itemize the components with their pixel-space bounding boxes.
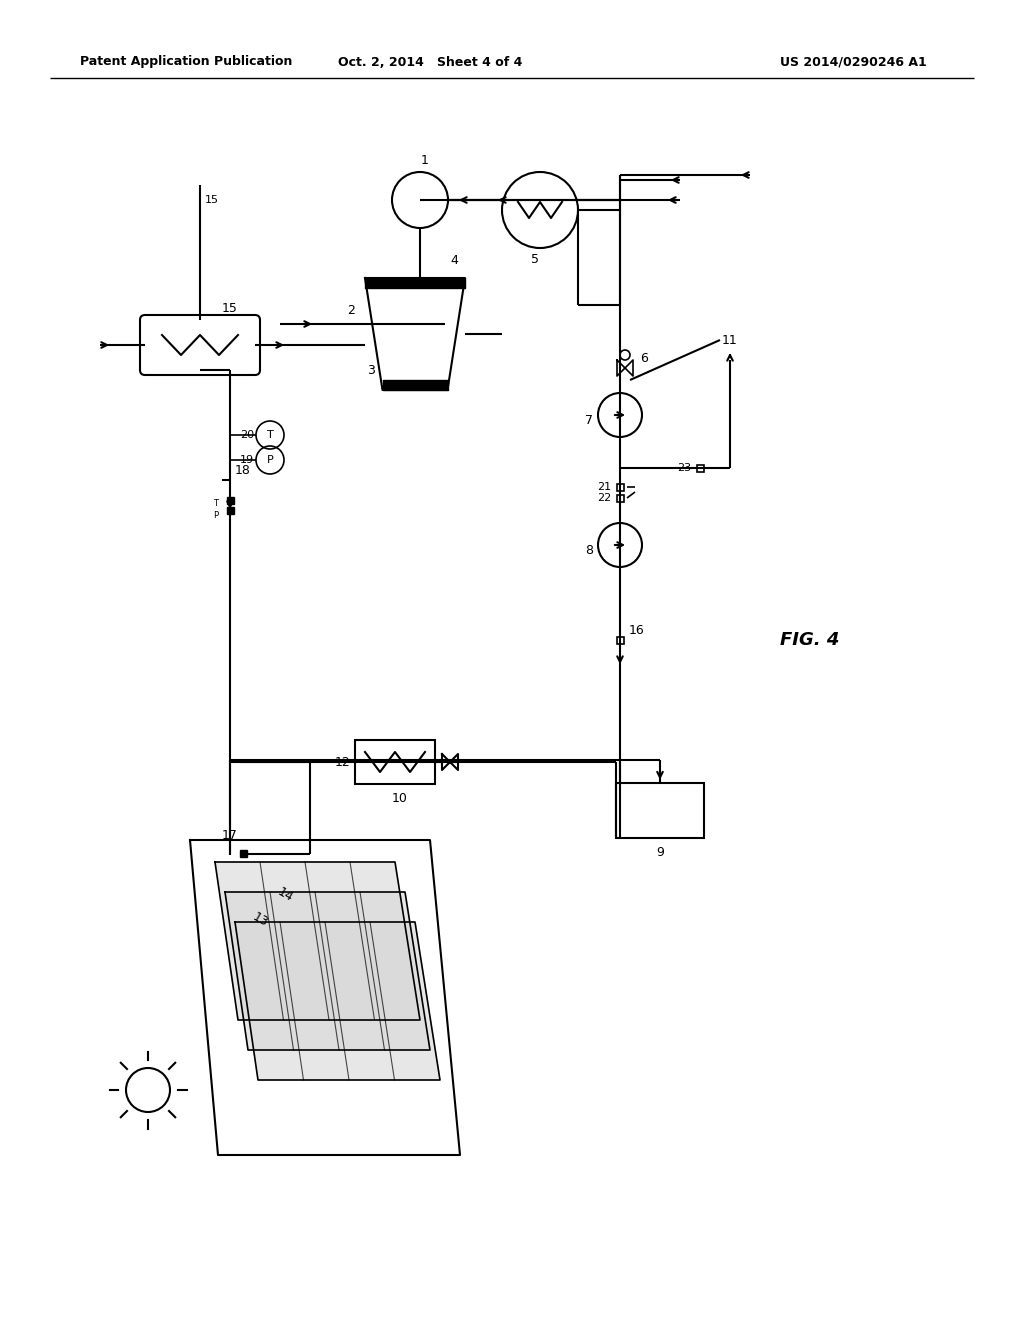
Text: Oct. 2, 2014   Sheet 4 of 4: Oct. 2, 2014 Sheet 4 of 4 bbox=[338, 55, 522, 69]
Text: 11: 11 bbox=[722, 334, 737, 346]
Bar bbox=[355, 741, 435, 784]
Text: Patent Application Publication: Patent Application Publication bbox=[80, 55, 293, 69]
Text: 10: 10 bbox=[392, 792, 408, 805]
Bar bbox=[696, 465, 703, 471]
Text: P: P bbox=[213, 511, 218, 520]
Text: 1: 1 bbox=[421, 154, 429, 168]
Polygon shape bbox=[225, 892, 430, 1049]
Text: P: P bbox=[266, 455, 273, 465]
Polygon shape bbox=[215, 862, 420, 1020]
Text: 17: 17 bbox=[222, 829, 238, 842]
Text: 12: 12 bbox=[334, 755, 350, 768]
Text: 23: 23 bbox=[677, 463, 691, 473]
Text: FIG. 4: FIG. 4 bbox=[780, 631, 840, 649]
Text: 8: 8 bbox=[585, 544, 593, 557]
Text: 20: 20 bbox=[240, 430, 254, 440]
Text: 14: 14 bbox=[274, 886, 295, 904]
Text: 21: 21 bbox=[597, 482, 611, 492]
Text: 15: 15 bbox=[205, 195, 219, 205]
Text: 22: 22 bbox=[597, 492, 611, 503]
Text: 7: 7 bbox=[585, 413, 593, 426]
Text: T: T bbox=[266, 430, 273, 440]
Text: T: T bbox=[213, 499, 218, 507]
Text: 3: 3 bbox=[367, 363, 375, 376]
Text: 5: 5 bbox=[531, 253, 539, 267]
Text: US 2014/0290246 A1: US 2014/0290246 A1 bbox=[780, 55, 927, 69]
Bar bbox=[226, 496, 233, 503]
Text: 15: 15 bbox=[222, 302, 238, 315]
Polygon shape bbox=[234, 921, 440, 1080]
Bar bbox=[616, 495, 624, 502]
Text: 13: 13 bbox=[250, 911, 270, 929]
Bar bbox=[226, 507, 233, 513]
Text: 6: 6 bbox=[640, 351, 648, 364]
Text: 9: 9 bbox=[656, 846, 664, 858]
Text: 18: 18 bbox=[234, 463, 251, 477]
Bar bbox=[616, 636, 624, 644]
Bar bbox=[616, 483, 624, 491]
Bar bbox=[616, 783, 705, 837]
Text: 16: 16 bbox=[629, 623, 645, 636]
Text: 2: 2 bbox=[347, 304, 355, 317]
Bar bbox=[240, 850, 247, 857]
Text: 19: 19 bbox=[240, 455, 254, 465]
Text: 4: 4 bbox=[450, 253, 458, 267]
